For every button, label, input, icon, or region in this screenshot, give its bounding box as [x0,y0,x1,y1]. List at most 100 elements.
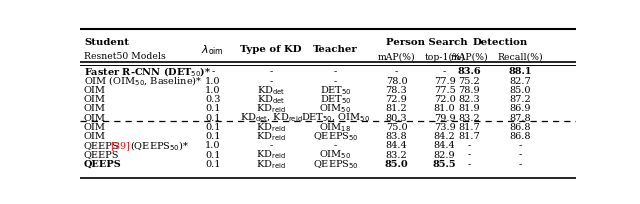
Text: -: - [519,150,522,159]
Text: 82.3: 82.3 [458,95,480,104]
Text: Faster R-CNN (DET$_{50}$)*: Faster R-CNN (DET$_{50}$)* [84,65,211,78]
Text: QEEPS$_{50}$: QEEPS$_{50}$ [312,157,358,170]
Text: KD$_{\rm reid}$: KD$_{\rm reid}$ [256,157,286,170]
Text: -: - [334,76,337,85]
Text: 1.0: 1.0 [205,76,221,85]
Text: 72.0: 72.0 [434,95,456,104]
Text: KD$_{\rm reid}$: KD$_{\rm reid}$ [256,102,286,115]
Text: 84.4: 84.4 [434,141,456,150]
Text: 85.5: 85.5 [433,159,456,168]
Text: 83.6: 83.6 [458,67,481,76]
Text: 84.4: 84.4 [385,141,407,150]
Text: Teacher: Teacher [313,45,358,54]
Text: QEEPS: QEEPS [84,150,120,159]
Text: 87.8: 87.8 [509,113,531,122]
Text: Person Search: Person Search [386,38,467,47]
Text: mAP(%): mAP(%) [451,52,488,61]
Text: 0.1: 0.1 [205,150,221,159]
Text: 85.0: 85.0 [509,85,531,94]
Text: -: - [519,159,522,168]
Text: OIM$_{18}$: OIM$_{18}$ [319,120,351,133]
Text: 84.2: 84.2 [434,131,456,140]
Text: -: - [519,141,522,150]
Text: [39]: [39] [110,141,130,150]
Text: 0.1: 0.1 [205,104,221,113]
Text: DET$_{50}$: DET$_{50}$ [319,93,351,105]
Text: -: - [334,67,337,76]
Text: OIM: OIM [84,85,106,94]
Text: top-1(%): top-1(%) [424,52,465,61]
Text: 83.2: 83.2 [385,150,407,159]
Text: -: - [468,159,471,168]
Text: (QEEPS$_{50}$)*: (QEEPS$_{50}$)* [127,138,189,152]
Text: 78.0: 78.0 [386,76,407,85]
Text: OIM$_{50}$: OIM$_{50}$ [319,102,351,115]
Text: -: - [334,141,337,150]
Text: -: - [395,67,398,76]
Text: 0.1: 0.1 [205,113,221,122]
Text: OIM: OIM [84,113,106,122]
Text: 0.1: 0.1 [205,131,221,140]
Text: $\lambda_{\mathrm{oim}}$: $\lambda_{\mathrm{oim}}$ [202,43,225,57]
Text: 81.2: 81.2 [385,104,407,113]
Text: 86.8: 86.8 [509,122,531,131]
Text: 87.2: 87.2 [509,95,531,104]
Text: 85.0: 85.0 [385,159,408,168]
Text: 81.0: 81.0 [434,104,456,113]
Text: -: - [468,150,471,159]
Text: 82.7: 82.7 [509,76,531,85]
Text: -: - [269,141,273,150]
Text: 80.3: 80.3 [386,113,407,122]
Text: 82.9: 82.9 [434,150,456,159]
Text: -: - [443,67,446,76]
Text: 77.9: 77.9 [434,76,456,85]
Text: 81.7: 81.7 [458,131,480,140]
Text: 1.0: 1.0 [205,85,221,94]
Text: 79.9: 79.9 [434,113,456,122]
Text: 0.3: 0.3 [205,95,221,104]
Text: 75.2: 75.2 [458,76,480,85]
Text: KD$_{\rm det}$: KD$_{\rm det}$ [257,93,285,105]
Text: 83.2: 83.2 [458,113,480,122]
Text: DET$_{50}$, OIM$_{50}$: DET$_{50}$, OIM$_{50}$ [301,111,370,124]
Text: 72.9: 72.9 [385,95,407,104]
Text: OIM (OIM$_{50}$, Baseline)*: OIM (OIM$_{50}$, Baseline)* [84,74,202,88]
Text: 81.9: 81.9 [458,104,480,113]
Text: KD$_{\rm reid}$: KD$_{\rm reid}$ [256,130,286,142]
Text: 77.5: 77.5 [434,85,456,94]
Text: OIM: OIM [84,95,106,104]
Text: -: - [269,67,273,76]
Text: KD$_{\rm det}$: KD$_{\rm det}$ [257,84,285,96]
Text: QEEPS: QEEPS [84,141,120,150]
Text: 86.9: 86.9 [509,104,531,113]
Text: 78.3: 78.3 [385,85,407,94]
Text: QEEPS: QEEPS [84,159,122,168]
Text: KD$_{\rm reid}$: KD$_{\rm reid}$ [256,120,286,133]
Text: 73.9: 73.9 [434,122,456,131]
Text: OIM: OIM [84,104,106,113]
Text: QEEPS$_{50}$: QEEPS$_{50}$ [312,130,358,142]
Text: mAP(%): mAP(%) [378,52,415,61]
Text: OIM$_{50}$: OIM$_{50}$ [319,148,351,161]
Text: 78.9: 78.9 [458,85,480,94]
Text: 86.8: 86.8 [509,131,531,140]
Text: -: - [211,67,214,76]
Text: -: - [269,76,273,85]
Text: 75.0: 75.0 [386,122,407,131]
Text: 0.1: 0.1 [205,122,221,131]
Text: DET$_{50}$: DET$_{50}$ [319,84,351,96]
Text: Recall(%): Recall(%) [497,52,543,61]
Text: 1.0: 1.0 [205,141,221,150]
Text: 81.7: 81.7 [458,122,480,131]
Text: 83.8: 83.8 [386,131,407,140]
Text: Resnet50 Models: Resnet50 Models [84,52,166,61]
Text: 88.1: 88.1 [509,67,532,76]
Text: KD$_{\rm reid}$: KD$_{\rm reid}$ [256,148,286,161]
Text: -: - [468,141,471,150]
Text: Type of KD: Type of KD [240,45,301,54]
Text: OIM: OIM [84,122,106,131]
Text: Detection: Detection [472,38,527,47]
Text: OIM: OIM [84,131,106,140]
Text: 0.1: 0.1 [205,159,221,168]
Text: Student: Student [84,38,129,47]
